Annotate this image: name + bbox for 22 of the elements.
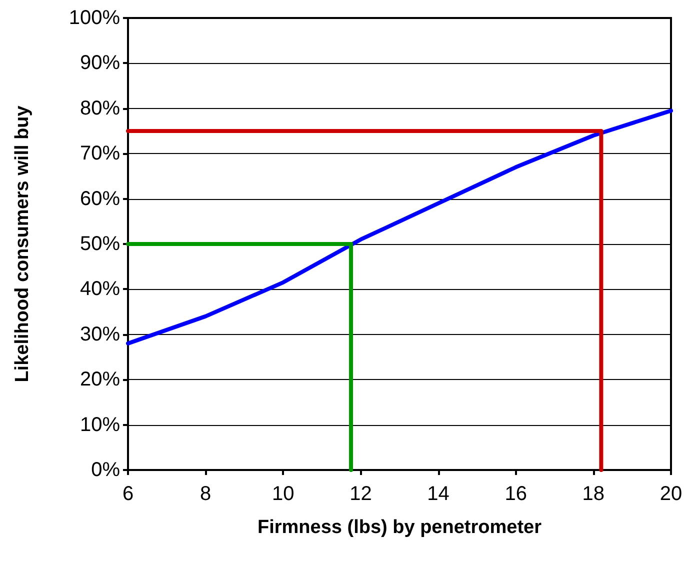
x-tick-label: 6 bbox=[122, 483, 134, 505]
y-axis-title: Likelihood consumers will buy bbox=[12, 105, 33, 382]
y-tick-label: 50% bbox=[80, 233, 120, 255]
y-tick-label: 60% bbox=[80, 188, 120, 210]
y-tick-label: 10% bbox=[80, 414, 120, 436]
y-tick-label: 30% bbox=[80, 323, 120, 346]
y-tick-label: 80% bbox=[80, 97, 120, 120]
y-tick-label: 90% bbox=[80, 52, 120, 74]
line-series bbox=[126, 108, 673, 346]
y-tick-label: 20% bbox=[80, 368, 120, 391]
y-tick-label: 0% bbox=[91, 459, 120, 481]
x-tick-label: 20 bbox=[660, 483, 682, 505]
x-tick-label: 8 bbox=[200, 483, 212, 505]
y-tick-label: 40% bbox=[80, 278, 120, 300]
y-tick-label: 100% bbox=[68, 7, 120, 29]
y-tick-label: 70% bbox=[80, 142, 120, 165]
x-tick-label: 18 bbox=[582, 483, 605, 505]
x-tick-label: 16 bbox=[504, 483, 527, 505]
x-tick-label: 14 bbox=[427, 483, 450, 505]
x-tick-label: 10 bbox=[272, 483, 294, 505]
x-tick-label: 12 bbox=[350, 483, 372, 505]
x-axis-title: Firmness (lbs) by penetrometer bbox=[257, 517, 542, 538]
